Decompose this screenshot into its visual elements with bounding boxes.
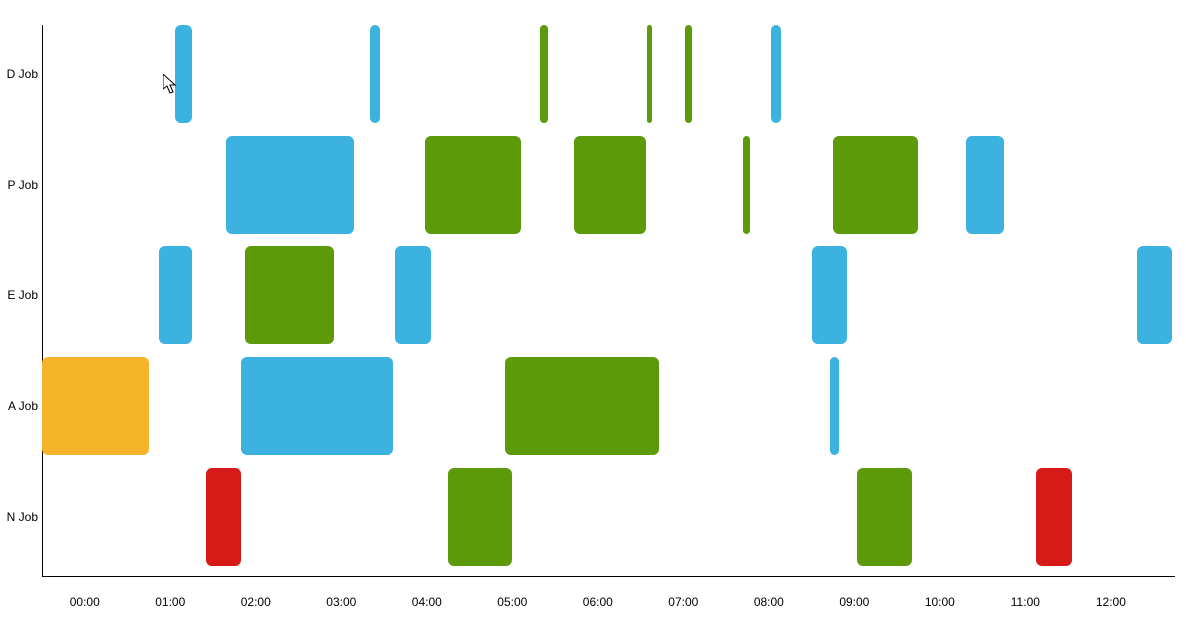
y-axis-label: P Job	[8, 178, 38, 192]
x-axis-label: 03:00	[326, 595, 356, 609]
gantt-bar[interactable]	[647, 25, 652, 123]
gantt-bar[interactable]	[685, 25, 692, 123]
x-axis-label: 12:00	[1096, 595, 1126, 609]
gantt-bar[interactable]	[206, 468, 241, 566]
gantt-bar[interactable]	[425, 136, 521, 234]
gantt-chart: D Job P Job E Job A Job N Job 00:00 01:00 02:00…	[0, 0, 1186, 633]
x-axis-label: 07:00	[668, 595, 698, 609]
gantt-bar[interactable]	[159, 246, 191, 344]
x-axis-label: 01:00	[155, 595, 185, 609]
y-axis-line	[42, 25, 43, 576]
y-axis-label: E Job	[7, 288, 38, 302]
gantt-bar[interactable]	[1036, 468, 1073, 566]
gantt-bar[interactable]	[857, 468, 913, 566]
gantt-bar[interactable]	[505, 357, 659, 455]
x-axis-label: 05:00	[497, 595, 527, 609]
gantt-bar[interactable]	[771, 25, 781, 123]
gantt-bar[interactable]	[448, 468, 512, 566]
gantt-bar[interactable]	[245, 246, 335, 344]
x-axis-label: 06:00	[583, 595, 613, 609]
gantt-bar[interactable]	[966, 136, 1004, 234]
x-axis-label: 04:00	[412, 595, 442, 609]
gantt-bar[interactable]	[540, 25, 549, 123]
x-axis-label: 09:00	[839, 595, 869, 609]
gantt-bar[interactable]	[370, 25, 380, 123]
x-axis-label: 02:00	[241, 595, 271, 609]
gantt-bar[interactable]	[574, 136, 646, 234]
x-axis-label: 08:00	[754, 595, 784, 609]
gantt-bar[interactable]	[1137, 246, 1173, 344]
gantt-bar[interactable]	[830, 357, 839, 455]
x-axis-label: 11:00	[1011, 595, 1040, 609]
x-axis-line	[42, 576, 1175, 577]
gantt-bar[interactable]	[812, 246, 848, 344]
y-axis-label: A Job	[8, 399, 38, 413]
y-axis-label: N Job	[7, 510, 38, 524]
gantt-bar[interactable]	[743, 136, 750, 234]
gantt-bar[interactable]	[833, 136, 919, 234]
gantt-bar[interactable]	[395, 246, 431, 344]
x-axis-label: 00:00	[70, 595, 100, 609]
gantt-bar[interactable]	[175, 25, 192, 123]
gantt-bar[interactable]	[226, 136, 354, 234]
x-axis-label: 10:00	[925, 595, 955, 609]
gantt-bar[interactable]	[241, 357, 392, 455]
gantt-bar[interactable]	[42, 357, 149, 455]
y-axis-label: D Job	[7, 67, 38, 81]
